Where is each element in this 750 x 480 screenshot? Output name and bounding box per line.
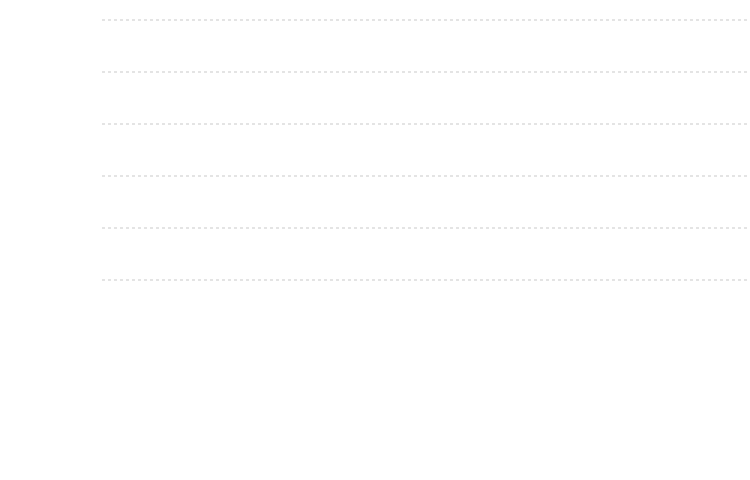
grid-layer xyxy=(102,19,748,281)
